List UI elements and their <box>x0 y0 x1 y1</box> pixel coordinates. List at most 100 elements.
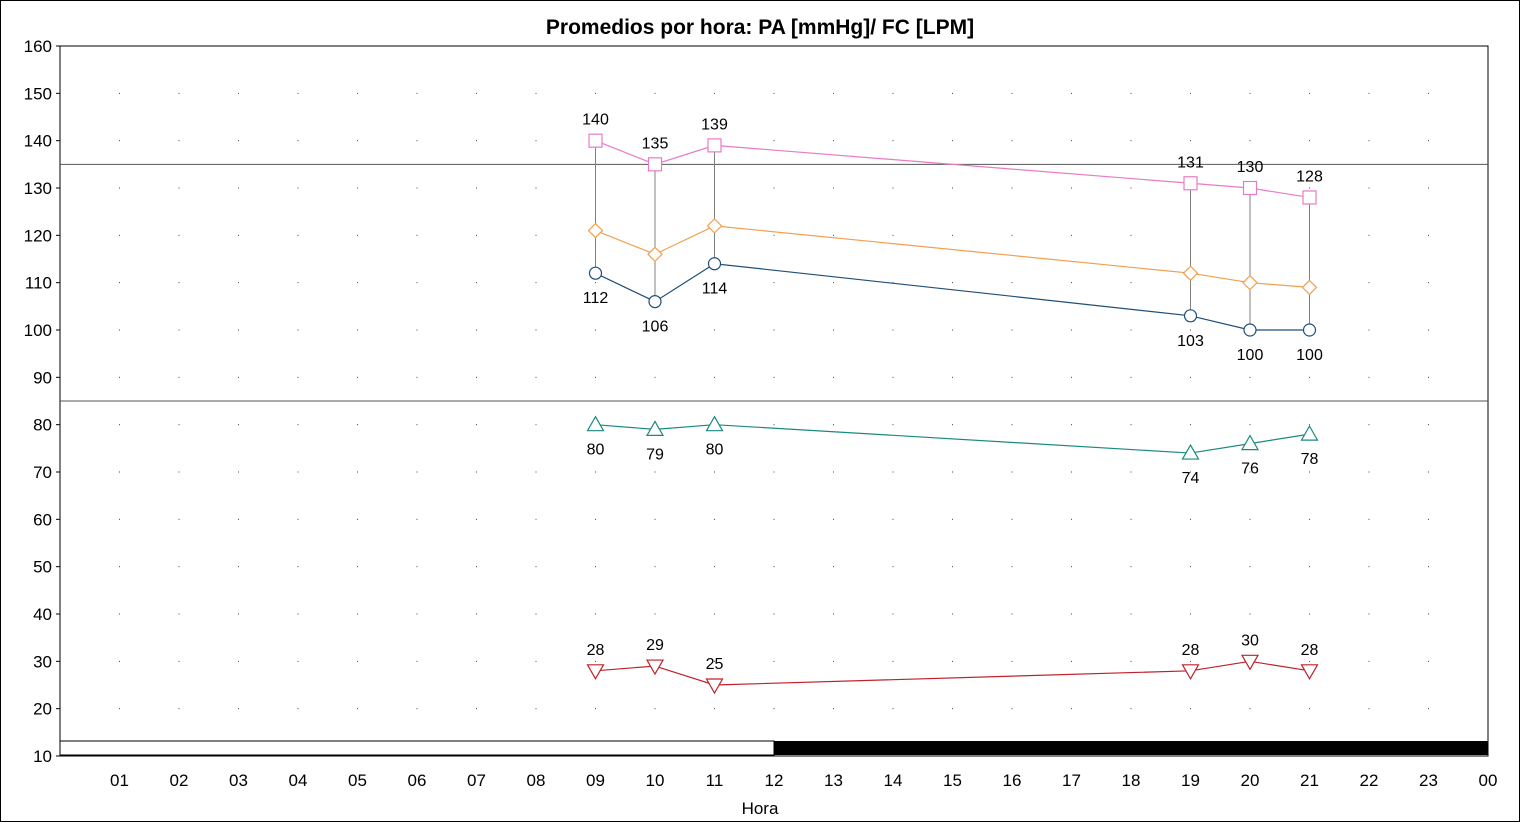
data-point-triangle-down <box>1240 654 1260 671</box>
data-point-circle <box>588 266 603 280</box>
grid-dot <box>119 92 120 94</box>
grid-dot <box>416 234 418 236</box>
grid-dot <box>535 140 537 142</box>
grid-dot <box>1309 566 1310 568</box>
grid-dot <box>833 518 834 520</box>
grid-dot <box>1071 613 1072 615</box>
data-point-circle <box>1302 323 1317 337</box>
grid-dot <box>833 234 834 236</box>
grid-dot <box>119 566 120 568</box>
y-tick-label: 40 <box>33 605 52 624</box>
grid-dot <box>357 92 358 94</box>
grid-dot <box>416 92 418 94</box>
grid-dot <box>952 613 953 615</box>
grid-dot <box>952 282 953 284</box>
grid-dot <box>595 92 596 94</box>
grid-dot <box>476 613 477 615</box>
grid-dot <box>1428 376 1429 378</box>
grid-dot <box>595 660 596 662</box>
data-point-circle <box>1243 323 1257 337</box>
grid-dot <box>1190 613 1191 615</box>
grid-dot <box>1130 708 1132 710</box>
x-tick-label: 13 <box>824 771 843 790</box>
grid-dot <box>357 282 358 284</box>
grid-dot <box>892 329 894 331</box>
grid-dot <box>238 566 239 568</box>
x-tick-label: 06 <box>408 771 427 790</box>
data-point-square <box>647 157 663 172</box>
grid-dot <box>654 708 656 710</box>
grid-dot <box>357 329 358 331</box>
grid-dot <box>476 329 477 331</box>
grid-dot <box>535 424 537 426</box>
x-tick-label: 10 <box>646 771 665 790</box>
grid-dot <box>297 424 299 426</box>
series-line-square <box>595 140 1310 199</box>
x-tick-label: 12 <box>765 771 784 790</box>
data-point-diamond <box>1301 279 1318 296</box>
grid-dot <box>952 471 953 473</box>
grid-dot <box>357 518 358 520</box>
grid-dot <box>654 566 656 568</box>
grid-dot <box>238 471 239 473</box>
grid-dot <box>476 518 477 520</box>
grid-dot <box>238 613 239 615</box>
grid-dot <box>1309 187 1310 189</box>
night-bar <box>774 741 1488 755</box>
grid-dot <box>714 282 715 284</box>
x-tick-label: 17 <box>1062 771 1081 790</box>
grid-dot <box>476 187 477 189</box>
y-tick-label: 100 <box>24 321 52 340</box>
grid-dot <box>357 376 358 378</box>
grid-dot <box>1130 471 1132 473</box>
grid-dot <box>535 376 537 378</box>
grid-dot <box>416 708 418 710</box>
grid-dot <box>1071 234 1072 236</box>
grid-dot <box>1368 376 1370 378</box>
grid-dot <box>773 140 775 142</box>
data-label: 100 <box>1296 347 1323 364</box>
data-point-circle <box>707 257 722 271</box>
grid-dot <box>1071 566 1072 568</box>
grid-dot <box>1309 708 1310 710</box>
grid-dot <box>833 471 834 473</box>
grid-dot <box>1011 187 1013 189</box>
data-point-diamond <box>1242 274 1258 291</box>
grid-dot <box>654 140 656 142</box>
grid-dot <box>1368 566 1370 568</box>
grid-dot <box>773 282 775 284</box>
grid-dot <box>416 471 418 473</box>
grid-dot <box>1130 187 1132 189</box>
grid-dot <box>654 92 656 94</box>
grid-dot <box>1071 187 1072 189</box>
grid-dot <box>1071 518 1072 520</box>
grid-dot <box>892 234 894 236</box>
grid-dot <box>1249 424 1251 426</box>
grid-dot <box>535 613 537 615</box>
grid-dot <box>416 424 418 426</box>
grid-dot <box>476 660 477 662</box>
grid-dot <box>357 566 358 568</box>
grid-dot <box>1309 471 1310 473</box>
grid-dot <box>714 92 715 94</box>
grid-dot <box>119 471 120 473</box>
grid-dot <box>1249 613 1251 615</box>
grid-dot <box>119 660 120 662</box>
grid-dot <box>773 424 775 426</box>
grid-dot <box>833 329 834 331</box>
grid-dot <box>297 660 299 662</box>
grid-dot <box>773 329 775 331</box>
grid-dot <box>833 708 834 710</box>
grid-dot <box>1309 518 1310 520</box>
grid-dot <box>119 613 120 615</box>
grid-dot <box>238 187 239 189</box>
grid-dot <box>119 424 120 426</box>
x-tick-label: 19 <box>1181 771 1200 790</box>
data-label: 112 <box>583 290 609 307</box>
grid-dot <box>1428 518 1429 520</box>
grid-dot <box>1130 376 1132 378</box>
grid-dot <box>1249 140 1251 142</box>
y-tick-label: 80 <box>33 416 52 435</box>
grid-dot <box>1130 660 1132 662</box>
